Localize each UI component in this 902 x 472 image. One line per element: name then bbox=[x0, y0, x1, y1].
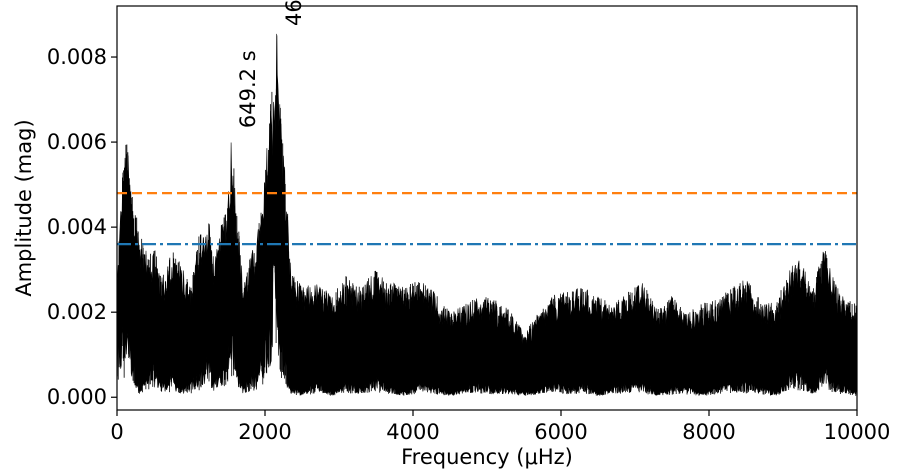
plot-frame bbox=[116, 5, 858, 411]
x-tick-label: 4000 bbox=[386, 420, 439, 444]
y-tick-label: 0.000 bbox=[47, 385, 107, 409]
y-tick-label: 0.004 bbox=[47, 215, 107, 239]
y-tick-label: 0.002 bbox=[47, 300, 107, 324]
peak-annotation: 649.2 s bbox=[236, 50, 260, 128]
plot-area: 649.2 s 465.2 s bbox=[117, 0, 857, 396]
series-group bbox=[117, 33, 857, 396]
axes: 0 2000 4000 6000 8000 10000 0.000 0.002 0.004 0.0… bbox=[47, 45, 891, 444]
peak-annotation: 465.2 s bbox=[282, 0, 306, 26]
x-tick-label: 6000 bbox=[534, 420, 587, 444]
x-tick-label: 2000 bbox=[238, 420, 291, 444]
x-axis-title: Frequency (μHz) bbox=[401, 445, 573, 469]
y-tick-label: 0.008 bbox=[47, 45, 107, 69]
spectrum-series-line bbox=[117, 35, 857, 396]
x-tick-label: 8000 bbox=[682, 420, 735, 444]
x-tick-label: 0 bbox=[110, 420, 123, 444]
x-tick-label: 10000 bbox=[824, 420, 891, 444]
y-tick-label: 0.006 bbox=[47, 130, 107, 154]
y-axis-title: Amplitude (mag) bbox=[12, 119, 36, 296]
